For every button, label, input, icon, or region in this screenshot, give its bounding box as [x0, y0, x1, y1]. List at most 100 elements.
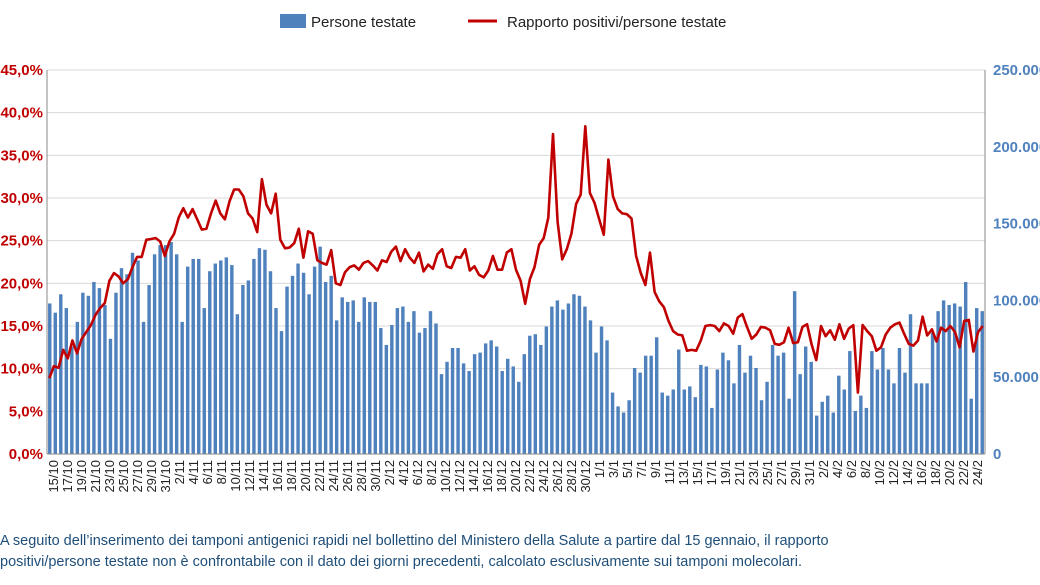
x-tick-label: 1/1 [592, 460, 607, 478]
bar [517, 381, 521, 454]
bar [329, 275, 333, 454]
x-tick-label: 25/10 [116, 460, 131, 493]
x-tick-label: 2/2 [816, 460, 831, 478]
left-axis-ticks: 0,0% 5,0% 10,0% 15,0% 20,0% 25,0% 30,0% 35,0% 40… [0, 62, 43, 463]
x-tick-label: 20/11 [298, 460, 313, 492]
x-tick-label: 10/2 [872, 460, 887, 485]
bar [897, 348, 902, 454]
x-tick-label: 15/10 [46, 460, 61, 493]
x-tick-label: 19/10 [74, 460, 89, 493]
x-tick-label: 2/12 [382, 460, 397, 485]
bar [864, 407, 869, 454]
x-tick-label: 8/11 [214, 460, 229, 484]
bar [136, 260, 140, 454]
bar [765, 381, 769, 454]
bar [820, 401, 824, 454]
bar [412, 311, 416, 454]
bar [682, 389, 686, 454]
bar [544, 326, 549, 454]
bar [693, 397, 698, 454]
bar [726, 360, 731, 454]
bar [48, 303, 52, 454]
bar [307, 294, 311, 454]
bar [141, 321, 146, 454]
right-axis-ticks: 0 50.000 100.000 150.000 200.000 250.000 [993, 62, 1040, 463]
bar [257, 248, 262, 454]
bar [875, 369, 880, 454]
x-tick-label: 30/11 [368, 460, 383, 492]
x-tick-label: 31/10 [158, 460, 173, 493]
x-axis-ticks: 15/10 17/10 19/10 21/10 23/10 25/10 27/10 29/10… [46, 460, 985, 493]
bar [246, 280, 251, 454]
x-tick-label: 14/12 [466, 460, 481, 493]
x-tick-label: 29/1 [788, 460, 803, 485]
bar [666, 395, 670, 454]
x-tick-label: 16/11 [270, 460, 285, 492]
bar [881, 348, 885, 454]
bar [930, 332, 935, 454]
bar [660, 392, 664, 454]
bar [368, 301, 372, 454]
bar [252, 258, 256, 454]
line-series-rapporto [48, 125, 984, 394]
bar [461, 363, 466, 454]
bar [941, 300, 946, 454]
bar [390, 324, 394, 454]
bar [346, 301, 350, 454]
bar [450, 348, 455, 454]
bar [699, 364, 703, 454]
bar [312, 266, 317, 454]
bar [688, 386, 692, 454]
bar [936, 311, 940, 454]
bar [759, 400, 764, 454]
bar [158, 245, 162, 454]
bar [528, 335, 532, 454]
bar [97, 288, 102, 454]
left-tick-label: 20,0% [0, 275, 43, 292]
bar [263, 249, 267, 454]
bar [208, 271, 212, 454]
bar [643, 355, 648, 454]
legend-label-line: Rapporto positivi/persone testate [507, 14, 726, 31]
bar [81, 292, 85, 454]
bar [588, 320, 593, 454]
bar [859, 395, 863, 454]
x-tick-label: 14/11 [256, 460, 271, 492]
bar [202, 308, 206, 454]
bar [434, 323, 438, 454]
bar [379, 328, 383, 454]
bar [616, 406, 620, 454]
bar [583, 306, 587, 454]
bar [649, 355, 653, 454]
x-tick-label: 4/12 [396, 460, 411, 485]
bar [952, 303, 957, 454]
bar [732, 383, 736, 454]
bar [180, 321, 184, 454]
bar [555, 300, 560, 454]
bar [572, 294, 576, 454]
x-tick-label: 11/1 [662, 460, 677, 484]
bar [925, 383, 929, 454]
x-tick-label: 28/12 [564, 460, 579, 493]
left-tick-label: 45,0% [0, 62, 43, 79]
bar [428, 311, 433, 454]
bar [285, 286, 289, 454]
bar [842, 389, 847, 454]
bar [274, 308, 278, 454]
legend-label-bars: Persone testate [311, 14, 416, 31]
x-tick-label: 20/12 [508, 460, 523, 493]
bar [743, 372, 747, 454]
bar [279, 331, 284, 454]
legend: Persone testate Rapporto positivi/person… [280, 14, 726, 31]
left-tick-label: 25,0% [0, 233, 43, 250]
x-tick-label: 18/12 [494, 460, 509, 493]
bar [848, 351, 852, 454]
bar [792, 291, 797, 454]
bar [494, 346, 499, 454]
footnote-line-1: A seguito dell’inserimento dei tamponi a… [0, 533, 829, 549]
bar [478, 352, 482, 454]
left-tick-label: 35,0% [0, 147, 43, 164]
x-tick-label: 24/12 [536, 460, 551, 493]
bar [301, 272, 306, 454]
bar [958, 306, 962, 454]
